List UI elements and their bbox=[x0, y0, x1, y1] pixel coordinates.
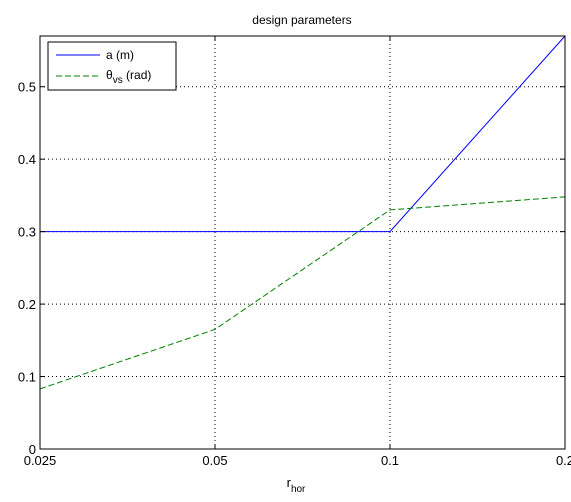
y-tick-label: 0.2 bbox=[18, 297, 36, 312]
series-layer bbox=[39, 35, 566, 390]
x-axis-label-sub: hor bbox=[291, 484, 306, 495]
series-line-a bbox=[40, 35, 566, 233]
legend-box bbox=[47, 41, 177, 91]
legend: a (m) θvs (rad) bbox=[47, 41, 177, 91]
legend-label-theta: θvs (rad) bbox=[106, 68, 151, 86]
chart-title: design parameters bbox=[252, 13, 351, 27]
plot-area bbox=[40, 36, 565, 449]
y-tick-label: 0.5 bbox=[18, 80, 36, 95]
x-tick-label: 0.025 bbox=[24, 453, 57, 468]
legend-label-a: a (m) bbox=[106, 48, 134, 62]
legend-label-theta-main: θ bbox=[106, 68, 113, 82]
y-tick-label: 0.4 bbox=[18, 152, 36, 167]
x-axis-label-main: r bbox=[287, 475, 292, 490]
ticks: 0.025 0.05 0.1 0.2 0 0.1 0.2 0.3 0.4 0.5 bbox=[18, 36, 571, 468]
axes-box bbox=[39, 35, 566, 450]
y-tick-label: 0 bbox=[29, 442, 36, 457]
legend-label-theta-sub: vs bbox=[113, 75, 123, 86]
x-tick-label: 0.1 bbox=[381, 453, 399, 468]
x-tick-label: 0.05 bbox=[202, 453, 227, 468]
legend-label-a-main: a (m) bbox=[106, 48, 134, 62]
y-tick-label: 0.1 bbox=[18, 370, 36, 385]
legend-label-theta-tail: (rad) bbox=[123, 68, 152, 82]
y-tick-label: 0.3 bbox=[18, 225, 36, 240]
grid bbox=[40, 36, 565, 449]
series-line-theta bbox=[39, 196, 566, 390]
x-tick-label: 0.2 bbox=[556, 453, 571, 468]
x-axis-label: rhor bbox=[287, 475, 306, 495]
